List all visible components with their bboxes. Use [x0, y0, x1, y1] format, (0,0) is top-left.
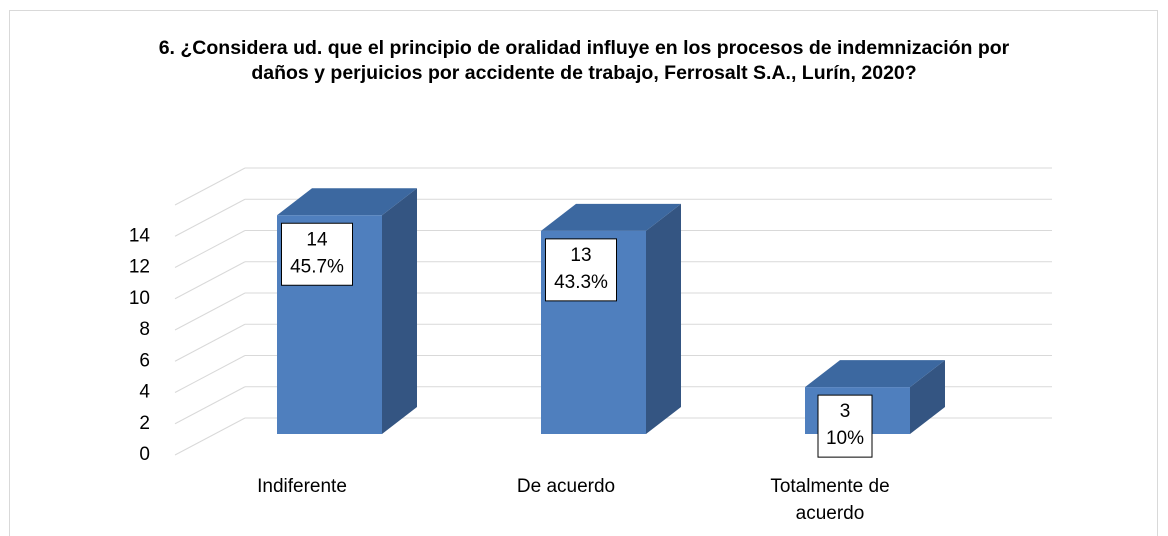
bar-side: [382, 188, 417, 434]
data-label-box: [545, 238, 617, 302]
grid-line: [174, 292, 246, 331]
grid-line: [174, 198, 246, 237]
x-tick-label: Indiferente: [257, 476, 347, 497]
data-label-percent: 10%: [826, 428, 864, 449]
y-tick-label: 10: [129, 288, 150, 309]
grid-line: [174, 355, 246, 393]
grid-line: [174, 417, 246, 456]
bar-top: [541, 203, 681, 231]
y-tick-label: 6: [139, 350, 150, 371]
bar-top: [805, 360, 945, 388]
y-tick-label: 4: [139, 382, 150, 403]
chart-title: 6. ¿Considera ud. que el principio de or…: [158, 37, 1010, 84]
data-label: 13: [570, 245, 591, 266]
x-tick-label: Totalmente de acuerdo: [770, 476, 890, 524]
bar-side: [910, 360, 945, 434]
y-tick-label: 14: [129, 225, 151, 246]
data-label: 14: [306, 229, 328, 250]
grid-line: [174, 230, 246, 268]
bar-side: [646, 203, 681, 434]
x-tick-label: De acuerdo: [516, 476, 616, 497]
y-tick-label: 2: [139, 413, 150, 434]
y-tick-label: 12: [129, 257, 150, 278]
data-label-box: [281, 222, 353, 286]
data-label-percent: 45.7%: [290, 256, 344, 277]
grid-line: [174, 323, 246, 362]
data-label-box: [817, 394, 873, 458]
y-tick-label: 0: [139, 444, 150, 465]
data-label: 3: [840, 401, 851, 422]
bar-top: [277, 188, 417, 216]
y-tick-label: 8: [139, 319, 150, 340]
grid-line: [174, 386, 246, 425]
grid-line: [174, 167, 246, 206]
data-label-percent: 43.3%: [554, 272, 608, 293]
grid-line: [174, 261, 246, 300]
